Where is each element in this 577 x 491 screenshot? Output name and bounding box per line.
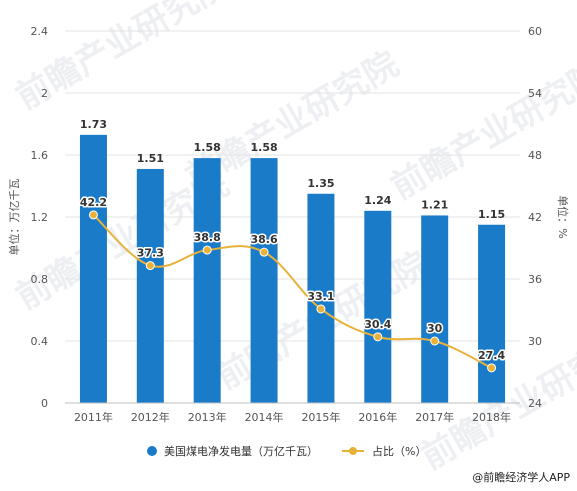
bar (79, 134, 107, 403)
y-tick-label: 1.6 (31, 149, 49, 162)
line-point (88, 210, 98, 220)
x-tick-label: 2016年 (358, 410, 397, 424)
line-point (259, 247, 269, 257)
x-tick-label: 2017年 (415, 410, 454, 424)
y2-tick-label: 30 (528, 335, 542, 348)
source-credit: @前瞻经济学人APP (472, 470, 570, 484)
bar-value-label: 1.73 (80, 118, 107, 131)
bar-value-label: 1.21 (421, 198, 448, 211)
point-value-label: 37.3 (137, 247, 164, 260)
legend: 美国煤电净发电量（万亿千瓦） 占比（%） (147, 444, 426, 458)
y2-tick-label: 36 (528, 273, 542, 286)
legend-line-dot (349, 447, 357, 455)
x-axis: 2011年 2012年 2013年 2014年 2015年 2016年 2017年 2018年 (74, 410, 511, 424)
y2-tick-label: 54 (528, 87, 542, 100)
point-value-label: 33.1 (307, 290, 334, 303)
y-axis-right: 24 30 36 42 48 54 60 (528, 25, 542, 410)
y-tick-label: 0.8 (31, 273, 49, 286)
y-tick-label: 2 (41, 87, 48, 100)
legend-line-label: 占比（%） (372, 444, 426, 458)
bar-value-label: 1.51 (137, 152, 164, 165)
watermark: 前瞻产业研究院 (10, 0, 236, 118)
line-point (373, 332, 383, 342)
line-point (316, 304, 326, 314)
y-tick-label: 1.2 (31, 211, 49, 224)
legend-bar-label: 美国煤电净发电量（万亿千瓦） (164, 444, 318, 458)
grid-lines (65, 30, 520, 342)
bar (250, 158, 278, 403)
bar (478, 224, 506, 403)
y-tick-label: 2.4 (31, 25, 49, 38)
y-axis-title: 单位：万亿千瓦 (7, 179, 21, 256)
line-point (202, 245, 212, 255)
y2-tick-label: 42 (528, 211, 542, 224)
bar-value-label: 1.35 (307, 177, 334, 190)
point-value-label: 42.2 (80, 196, 107, 209)
point-value-label: 27.4 (478, 349, 505, 362)
point-value-label: 30 (427, 322, 443, 335)
x-tick-label: 2011年 (74, 410, 113, 424)
y2-tick-label: 48 (528, 149, 542, 162)
point-value-label: 38.6 (250, 233, 277, 246)
point-value-label: 38.8 (194, 231, 221, 244)
bar (193, 158, 221, 403)
x-tick-label: 2015年 (301, 410, 340, 424)
bar-value-label: 1.24 (364, 194, 391, 207)
y2-tick-label: 24 (528, 397, 542, 410)
x-tick-label: 2018年 (472, 410, 511, 424)
x-tick-label: 2012年 (131, 410, 170, 424)
line-point (487, 363, 497, 373)
bar-value-label: 1.58 (250, 141, 277, 154)
line-point (430, 336, 440, 346)
x-tick-label: 2013年 (188, 410, 227, 424)
y-tick-label: 0.4 (31, 335, 49, 348)
y2-axis-title: 单位：% (556, 195, 570, 238)
bar-value-label: 1.58 (194, 141, 221, 154)
line-data-labels: 42.2 37.3 38.8 38.6 33.1 30.4 30 27.4 (78, 194, 507, 363)
legend-bar-marker (147, 446, 157, 456)
bar (421, 215, 449, 403)
point-value-label: 30.4 (364, 318, 391, 331)
watermark: 前瞻产业研究院 (385, 54, 577, 208)
bar (307, 193, 335, 403)
bar (364, 210, 392, 403)
line-series (88, 210, 497, 373)
x-tick-label: 2014年 (245, 410, 284, 424)
bar-value-label: 1.15 (478, 208, 505, 221)
bar (136, 168, 164, 403)
bar-data-labels: 1.73 1.51 1.58 1.58 1.35 1.24 1.21 1.15 (80, 118, 505, 221)
y2-tick-label: 60 (528, 25, 542, 38)
y-tick-label: 0 (41, 397, 48, 410)
line-point (145, 261, 155, 271)
y-axis-left: 0 0.4 0.8 1.2 1.6 2 2.4 (31, 25, 49, 410)
bar-series (79, 134, 506, 403)
